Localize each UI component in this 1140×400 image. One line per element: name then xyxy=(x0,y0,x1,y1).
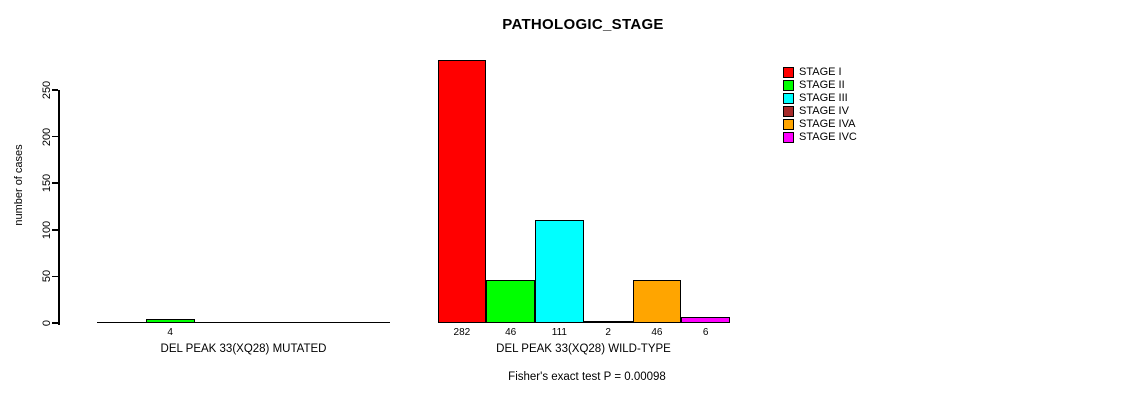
y-axis-tick-label: 50 xyxy=(41,270,53,283)
bar-stage-i xyxy=(437,60,487,323)
bar-stage-ii xyxy=(486,280,535,323)
bar-stage-iii xyxy=(535,219,584,323)
bar-stage-ii xyxy=(145,319,195,323)
legend-label: STAGE I xyxy=(799,66,842,78)
y-axis-line xyxy=(58,90,60,325)
bar-stage-ivc xyxy=(681,317,730,323)
legend-label: STAGE II xyxy=(799,79,845,91)
y-axis-label: number of cases xyxy=(13,144,25,226)
legend-swatch-icon xyxy=(783,79,794,91)
legend-swatch-icon xyxy=(783,105,794,117)
legend-label: STAGE IVA xyxy=(799,118,856,130)
group-label-mutated: DEL PEAK 33(XQ28) MUTATED xyxy=(160,343,327,355)
legend-row: STAGE II xyxy=(783,79,857,91)
legend-row: STAGE IVC xyxy=(783,131,857,143)
legend-row: STAGE III xyxy=(783,92,857,104)
y-axis-tick xyxy=(52,229,58,231)
bar-value-label: 6 xyxy=(702,327,709,338)
y-axis-tick xyxy=(52,275,58,278)
legend-row: STAGE IVA xyxy=(783,118,857,130)
y-axis-tick xyxy=(52,89,58,91)
group-baseline xyxy=(97,321,390,324)
bar-value-label: 282 xyxy=(453,327,471,338)
bar-value-label: 111 xyxy=(551,327,567,338)
legend-swatch-icon xyxy=(783,92,794,104)
bar-stage-iv xyxy=(583,321,633,323)
group-label-wild-type: DEL PEAK 33(XQ28) WILD-TYPE xyxy=(496,343,671,355)
chart-title: PATHOLOGIC_STAGE xyxy=(502,16,664,33)
y-axis-tick xyxy=(52,322,58,324)
y-axis-tick xyxy=(52,135,58,138)
bar-value-label: 4 xyxy=(167,327,173,338)
legend-label: STAGE IV xyxy=(799,105,849,117)
y-axis-tick-label: 100 xyxy=(41,220,53,239)
bar-value-label: 46 xyxy=(651,327,663,338)
legend: STAGE I STAGE II STAGE III STAGE IV STAGE IV… xyxy=(783,66,857,144)
y-axis-tick-label: 250 xyxy=(41,80,53,100)
bar-value-label: 2 xyxy=(605,327,611,338)
legend-row: STAGE IV xyxy=(783,105,857,117)
y-axis-tick-label: 150 xyxy=(41,174,53,193)
y-axis-tick xyxy=(52,182,58,184)
legend-label: STAGE IVC xyxy=(799,131,857,143)
bar-value-label: 46 xyxy=(505,327,517,338)
bar-stage-iva xyxy=(632,280,682,323)
legend-swatch-icon xyxy=(783,66,794,78)
y-axis-tick-label: 200 xyxy=(41,127,53,146)
legend-swatch-icon xyxy=(783,131,794,143)
fisher-test-note: Fisher's exact test P = 0.00098 xyxy=(508,371,666,383)
legend-row: STAGE I xyxy=(783,66,857,78)
y-axis-tick-label: 0 xyxy=(41,319,53,327)
legend-swatch-icon xyxy=(783,118,794,130)
legend-label: STAGE III xyxy=(799,92,848,104)
